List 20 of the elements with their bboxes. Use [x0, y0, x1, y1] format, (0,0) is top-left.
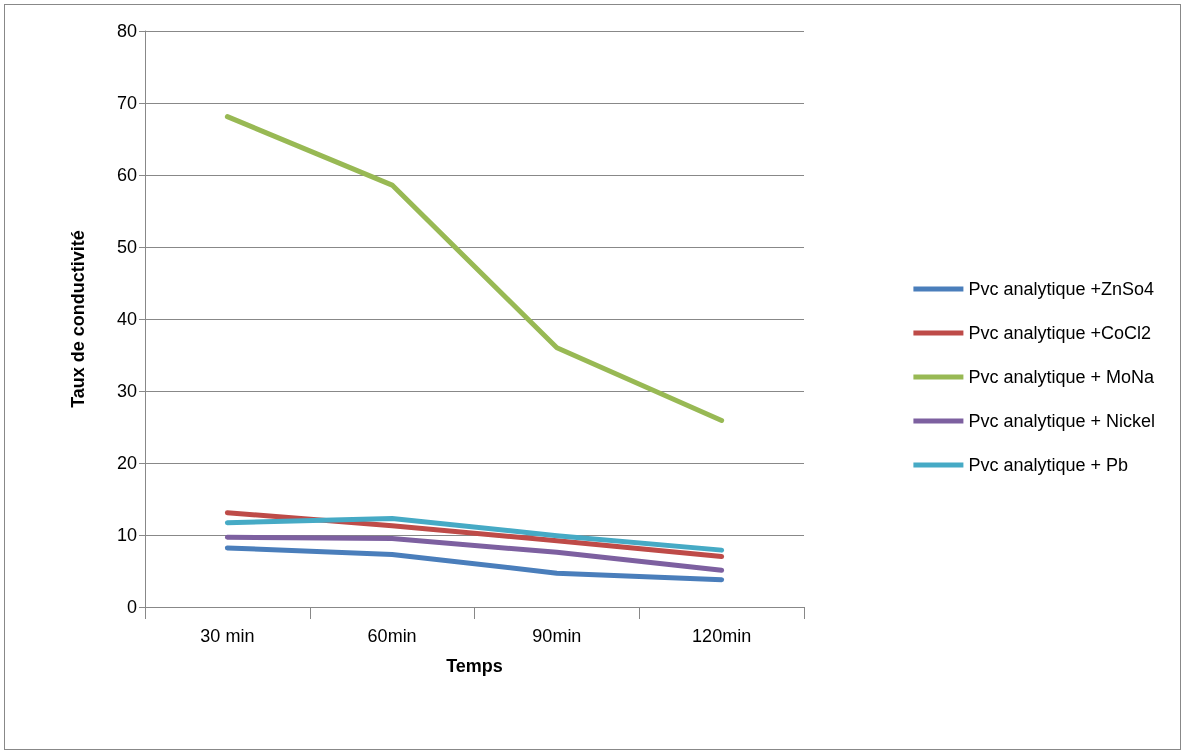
y-tick-label: 40 — [116, 309, 137, 329]
legend-label: Pvc analytique +CoCl2 — [968, 323, 1152, 343]
y-tick-label: 70 — [116, 93, 137, 113]
legend-label: Pvc analytique +ZnSo4 — [968, 279, 1155, 299]
x-tick-label: 30 min — [200, 626, 255, 646]
legend-label: Pvc analytique + MoNa — [968, 367, 1155, 387]
x-tick-label: 60min — [367, 626, 417, 646]
y-tick-label: 50 — [116, 237, 137, 257]
y-tick-label: 10 — [116, 525, 137, 545]
y-tick-label: 60 — [116, 165, 137, 185]
x-axis-title: Temps — [446, 656, 503, 676]
legend-label: Pvc analytique + Nickel — [968, 411, 1155, 431]
y-axis-title: Taux de conductivité — [68, 230, 88, 408]
x-tick-label: 90min — [532, 626, 582, 646]
y-tick-label: 0 — [126, 597, 137, 617]
y-tick-label: 30 — [116, 381, 137, 401]
y-tick-label: 80 — [116, 21, 137, 41]
y-tick-label: 20 — [116, 453, 137, 473]
legend-label: Pvc analytique + Pb — [968, 455, 1129, 475]
x-tick-label: 120min — [692, 626, 752, 646]
